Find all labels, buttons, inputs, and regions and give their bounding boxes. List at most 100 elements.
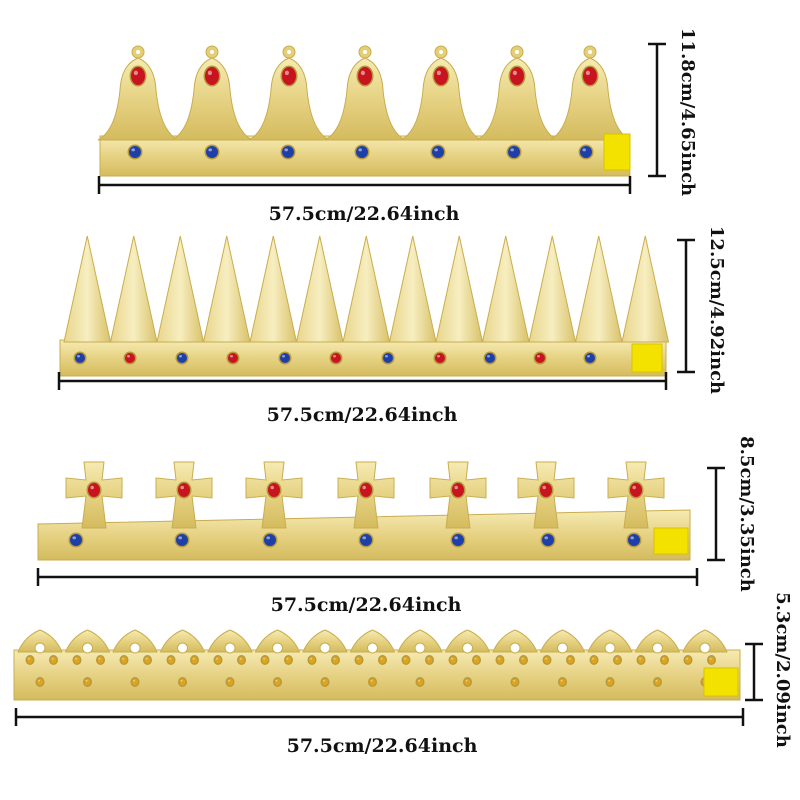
crown-4-bottom-gem xyxy=(417,678,423,686)
crown-4-top-gem-shine xyxy=(263,657,265,660)
crown-4-top-gem-shine xyxy=(333,657,336,660)
crown-3-blue-gem xyxy=(628,534,640,546)
crown-4-top-gem xyxy=(97,656,104,664)
crown-1-red-gem-shine xyxy=(585,70,591,76)
crown-3-blue-gem-shine xyxy=(72,536,76,540)
crown-1-blue-gem xyxy=(508,146,520,158)
crown-4-top-gem-shine xyxy=(451,657,453,660)
crown-4-bottom-gem xyxy=(607,678,613,686)
crown-2-spike xyxy=(295,235,344,343)
crown-4-bottom-gem-shine xyxy=(560,679,563,682)
crown-2-spike xyxy=(156,235,205,343)
crown-1-red-gem xyxy=(434,67,448,85)
crown-4-width-label: 57.5cm/22.64inch xyxy=(287,735,478,757)
crown-2-gem-shine xyxy=(333,355,336,358)
crown-4-top-gem xyxy=(638,656,644,664)
crown-4-top-gem xyxy=(215,656,221,664)
crown-2-gem xyxy=(435,353,445,363)
crown-1-red-gem-shine xyxy=(207,70,212,76)
crown-4-top-gem xyxy=(567,656,574,664)
crown-3-height-label: 8.5cm/3.35inch xyxy=(736,436,757,592)
crown-2-gem-shine xyxy=(77,355,80,358)
crown-2-gem xyxy=(125,353,135,363)
crown-4-hole xyxy=(272,642,283,654)
crown-1-blue-gem-shine xyxy=(434,148,439,152)
crown-4-bottom-gem-shine xyxy=(465,679,468,682)
crown-2-gem-shine xyxy=(385,355,388,358)
crown-4-bottom-gem xyxy=(179,678,186,686)
crown-4-top-gem xyxy=(50,656,57,664)
crown-2-spike xyxy=(63,235,112,343)
crown-4-bottom-gem-shine xyxy=(418,679,420,682)
crown-4-top-gem xyxy=(614,656,621,664)
crown-2-gem xyxy=(228,353,238,363)
crown-4-hole xyxy=(82,642,93,654)
crown-4-top-gem xyxy=(426,656,433,664)
crown-3-red-gem-shine xyxy=(454,485,459,490)
crown-1-tip-hole xyxy=(515,50,519,54)
crown-4-top-gem-shine xyxy=(380,657,383,660)
crown-4-top-gem-shine xyxy=(192,657,195,660)
crown-4-point xyxy=(587,629,633,653)
crown-4-bottom-gem xyxy=(132,678,138,686)
crown-4-top-gem-shine xyxy=(357,657,359,660)
crown-2-gem xyxy=(585,353,595,363)
crown-4-top-gem xyxy=(144,656,151,664)
crown-1-red-gem-shine xyxy=(436,70,441,76)
crown-4-top-gem xyxy=(356,656,362,664)
crown-4-hole xyxy=(557,642,568,654)
crown-4-point xyxy=(682,629,728,653)
crown-2 xyxy=(59,235,670,377)
crown-4-bottom-gem xyxy=(274,678,281,686)
crown-4-bottom-gem-shine xyxy=(228,679,231,682)
crown-3-blue-gem-shine xyxy=(178,536,182,540)
crown-3-blue-gem-shine xyxy=(454,536,459,540)
crown-4-bottom-gem-shine xyxy=(180,679,183,682)
crown-2-spike xyxy=(202,235,251,343)
crown-4-hole xyxy=(177,642,188,654)
crown-4-bottom-gem-shine xyxy=(513,679,515,682)
crown-4-top-gem-shine xyxy=(122,657,124,660)
crown-1-blue-gem xyxy=(282,146,294,158)
crown-4-top-gem xyxy=(473,656,480,664)
crown-2-spike xyxy=(342,235,391,343)
crown-4-hole xyxy=(319,642,331,654)
crown-3-blue-gem xyxy=(452,534,464,546)
crown-2-gem-shine xyxy=(537,355,540,358)
crown-2-width-label: 57.5cm/22.64inch xyxy=(267,404,458,426)
crown-2-gem xyxy=(485,353,495,363)
crown-1-red-gem xyxy=(583,67,597,85)
crown-3 xyxy=(37,461,691,561)
crown-4-top-gem-shine xyxy=(686,657,688,660)
crown-4-top-gem-shine xyxy=(239,657,242,660)
crown-4-hole xyxy=(414,642,426,654)
crown-4-point xyxy=(64,629,111,653)
crown-2-gem xyxy=(535,353,545,363)
crown-1-height-label: 11.8cm/4.65inch xyxy=(677,28,698,196)
crown-2-gem xyxy=(383,353,393,363)
crown-4-top-gem-shine xyxy=(28,657,30,660)
dimension-lines xyxy=(14,42,763,726)
crown-4-bottom-gem xyxy=(37,678,43,686)
crown-3-red-gem xyxy=(630,483,642,497)
crown-1-blue-gem xyxy=(432,146,444,158)
crown-4-bottom-gem xyxy=(559,678,566,686)
crown-1-blue-gem-shine xyxy=(284,148,289,152)
crown-3-red-gem xyxy=(360,483,372,497)
crown-4-hole xyxy=(604,642,616,654)
crown-4-top-gem-shine xyxy=(75,657,77,660)
crown-4-bottom-gem xyxy=(512,678,518,686)
crown-4-top-gem-shine xyxy=(404,657,406,660)
crown-2-spike xyxy=(528,235,577,343)
crown-4-bottom-gem-shine xyxy=(370,679,373,682)
crown-2-gem-shine xyxy=(437,355,440,358)
crown-3-blue-gem-shine xyxy=(266,536,271,540)
crown-1-blue-gem-shine xyxy=(208,148,212,152)
crown-4-hole xyxy=(462,642,473,654)
crown-2-spike xyxy=(388,235,437,343)
crown-3-blue-gem xyxy=(542,534,554,546)
crown-2-gem-shine xyxy=(282,355,285,358)
crown-4-point xyxy=(159,629,206,653)
crown-4-point xyxy=(207,629,253,653)
